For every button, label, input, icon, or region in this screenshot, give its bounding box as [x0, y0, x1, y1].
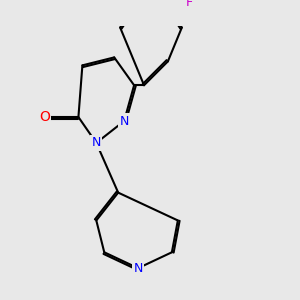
Text: F: F: [186, 0, 193, 9]
Text: N: N: [92, 136, 101, 149]
Text: N: N: [119, 115, 129, 128]
Text: O: O: [39, 110, 50, 124]
Text: N: N: [134, 262, 143, 275]
